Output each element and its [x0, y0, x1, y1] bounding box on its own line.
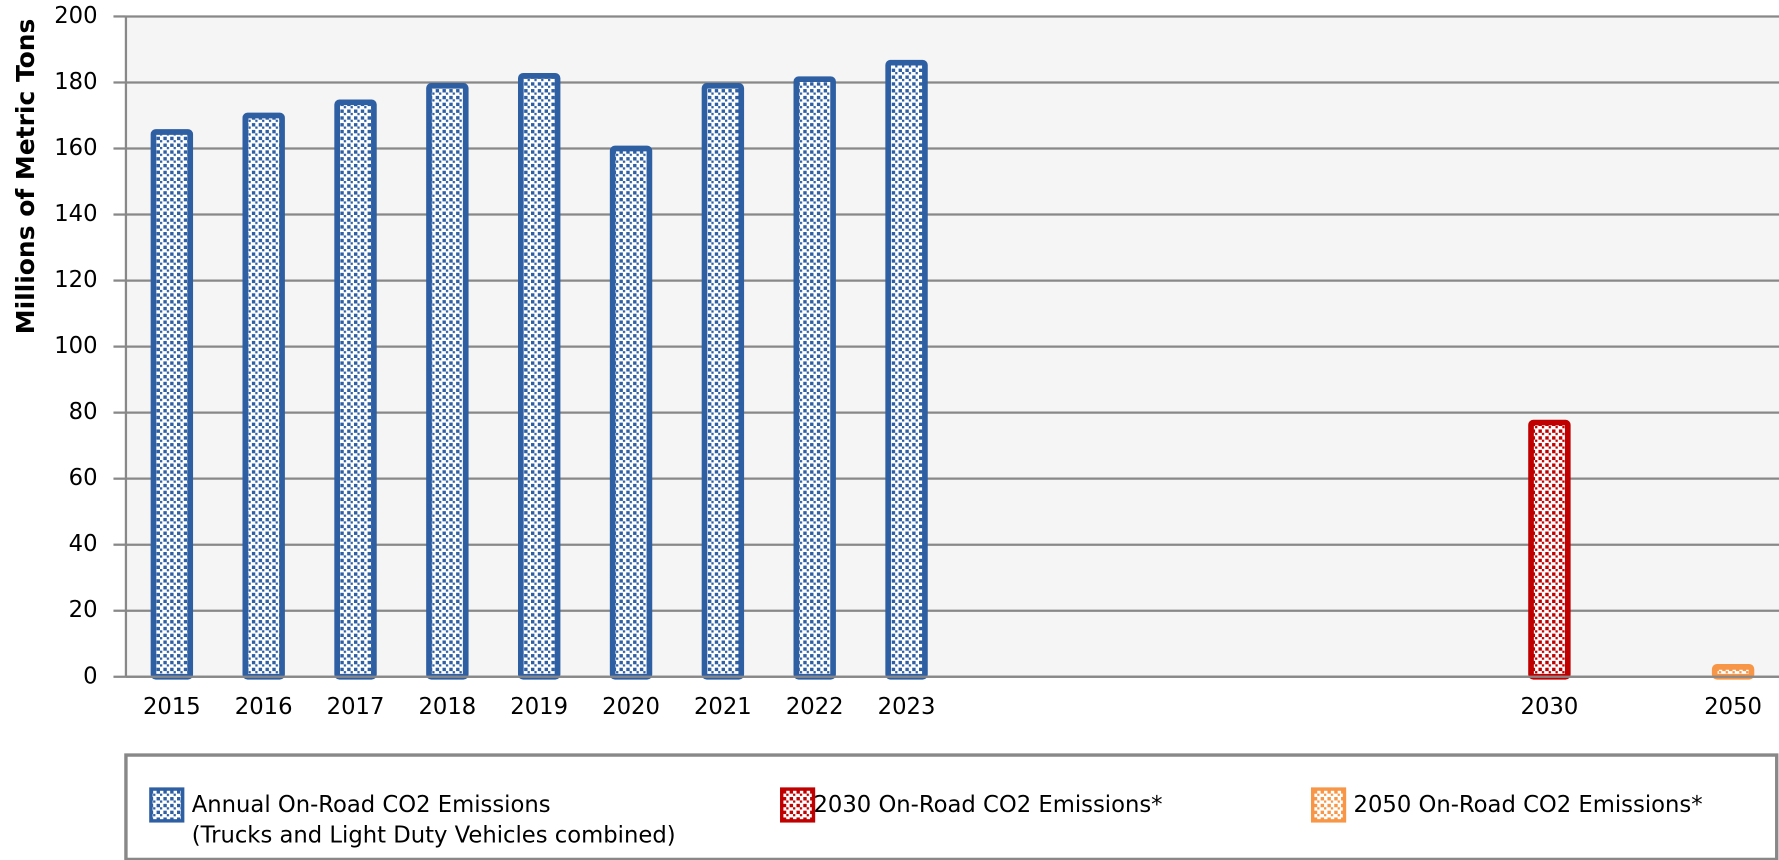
bar: [150, 129, 194, 680]
x-tick-label: 2023: [878, 694, 936, 720]
y-tick-label: 0: [83, 663, 97, 689]
y-tick-label: 200: [54, 3, 97, 29]
y-tick-label: 160: [54, 135, 97, 161]
x-tick-label: 2022: [786, 694, 844, 720]
x-tick-label: 2030: [1521, 694, 1579, 720]
legend-item: Annual On-Road CO2 Emissions (Trucks and…: [191, 790, 676, 849]
legend-label: Annual On-Road CO2 Emissions (Trucks and…: [191, 790, 676, 849]
y-axis-title: Millions of Metric Tons: [11, 19, 40, 335]
legend-label: 2050 On-Road CO2 Emissions*: [1353, 790, 1703, 818]
legend-item: 2050 On-Road CO2 Emissions*: [1353, 790, 1703, 818]
x-tick-label: 2050: [1704, 694, 1762, 720]
x-tick-label: 2019: [510, 694, 568, 720]
y-tick-label: 80: [69, 399, 98, 425]
legend-box: [124, 753, 1779, 860]
legend-item: 2030 On-Road CO2 Emissions*: [813, 790, 1163, 818]
bar: [1711, 664, 1755, 680]
bar: [793, 76, 836, 680]
x-tick-label: 2016: [235, 694, 293, 720]
y-tick-label: 20: [69, 597, 98, 623]
legend-swatch: [149, 787, 185, 823]
legend-swatch: [780, 787, 816, 823]
bar: [1528, 419, 1571, 680]
bar: [609, 145, 653, 680]
x-tick-label: 2017: [327, 694, 385, 720]
bar: [701, 82, 745, 680]
bar: [334, 99, 377, 680]
x-tick-label: 2018: [418, 694, 476, 720]
x-tick-label: 2020: [602, 694, 660, 720]
legend-label: 2030 On-Road CO2 Emissions*: [813, 790, 1163, 818]
y-tick-label: 120: [54, 267, 97, 293]
y-tick-label: 100: [54, 333, 97, 359]
y-tick-label: 60: [69, 465, 98, 491]
y-tick-label: 40: [69, 531, 98, 557]
bar: [242, 112, 285, 680]
bar: [885, 59, 928, 680]
y-tick-label: 180: [54, 69, 97, 95]
y-tick-label: 140: [54, 201, 97, 227]
bar: [517, 73, 561, 680]
bar: [426, 82, 469, 680]
legend-swatch: [1310, 787, 1347, 823]
x-tick-label: 2021: [694, 694, 752, 720]
x-tick-label: 2015: [143, 694, 201, 720]
